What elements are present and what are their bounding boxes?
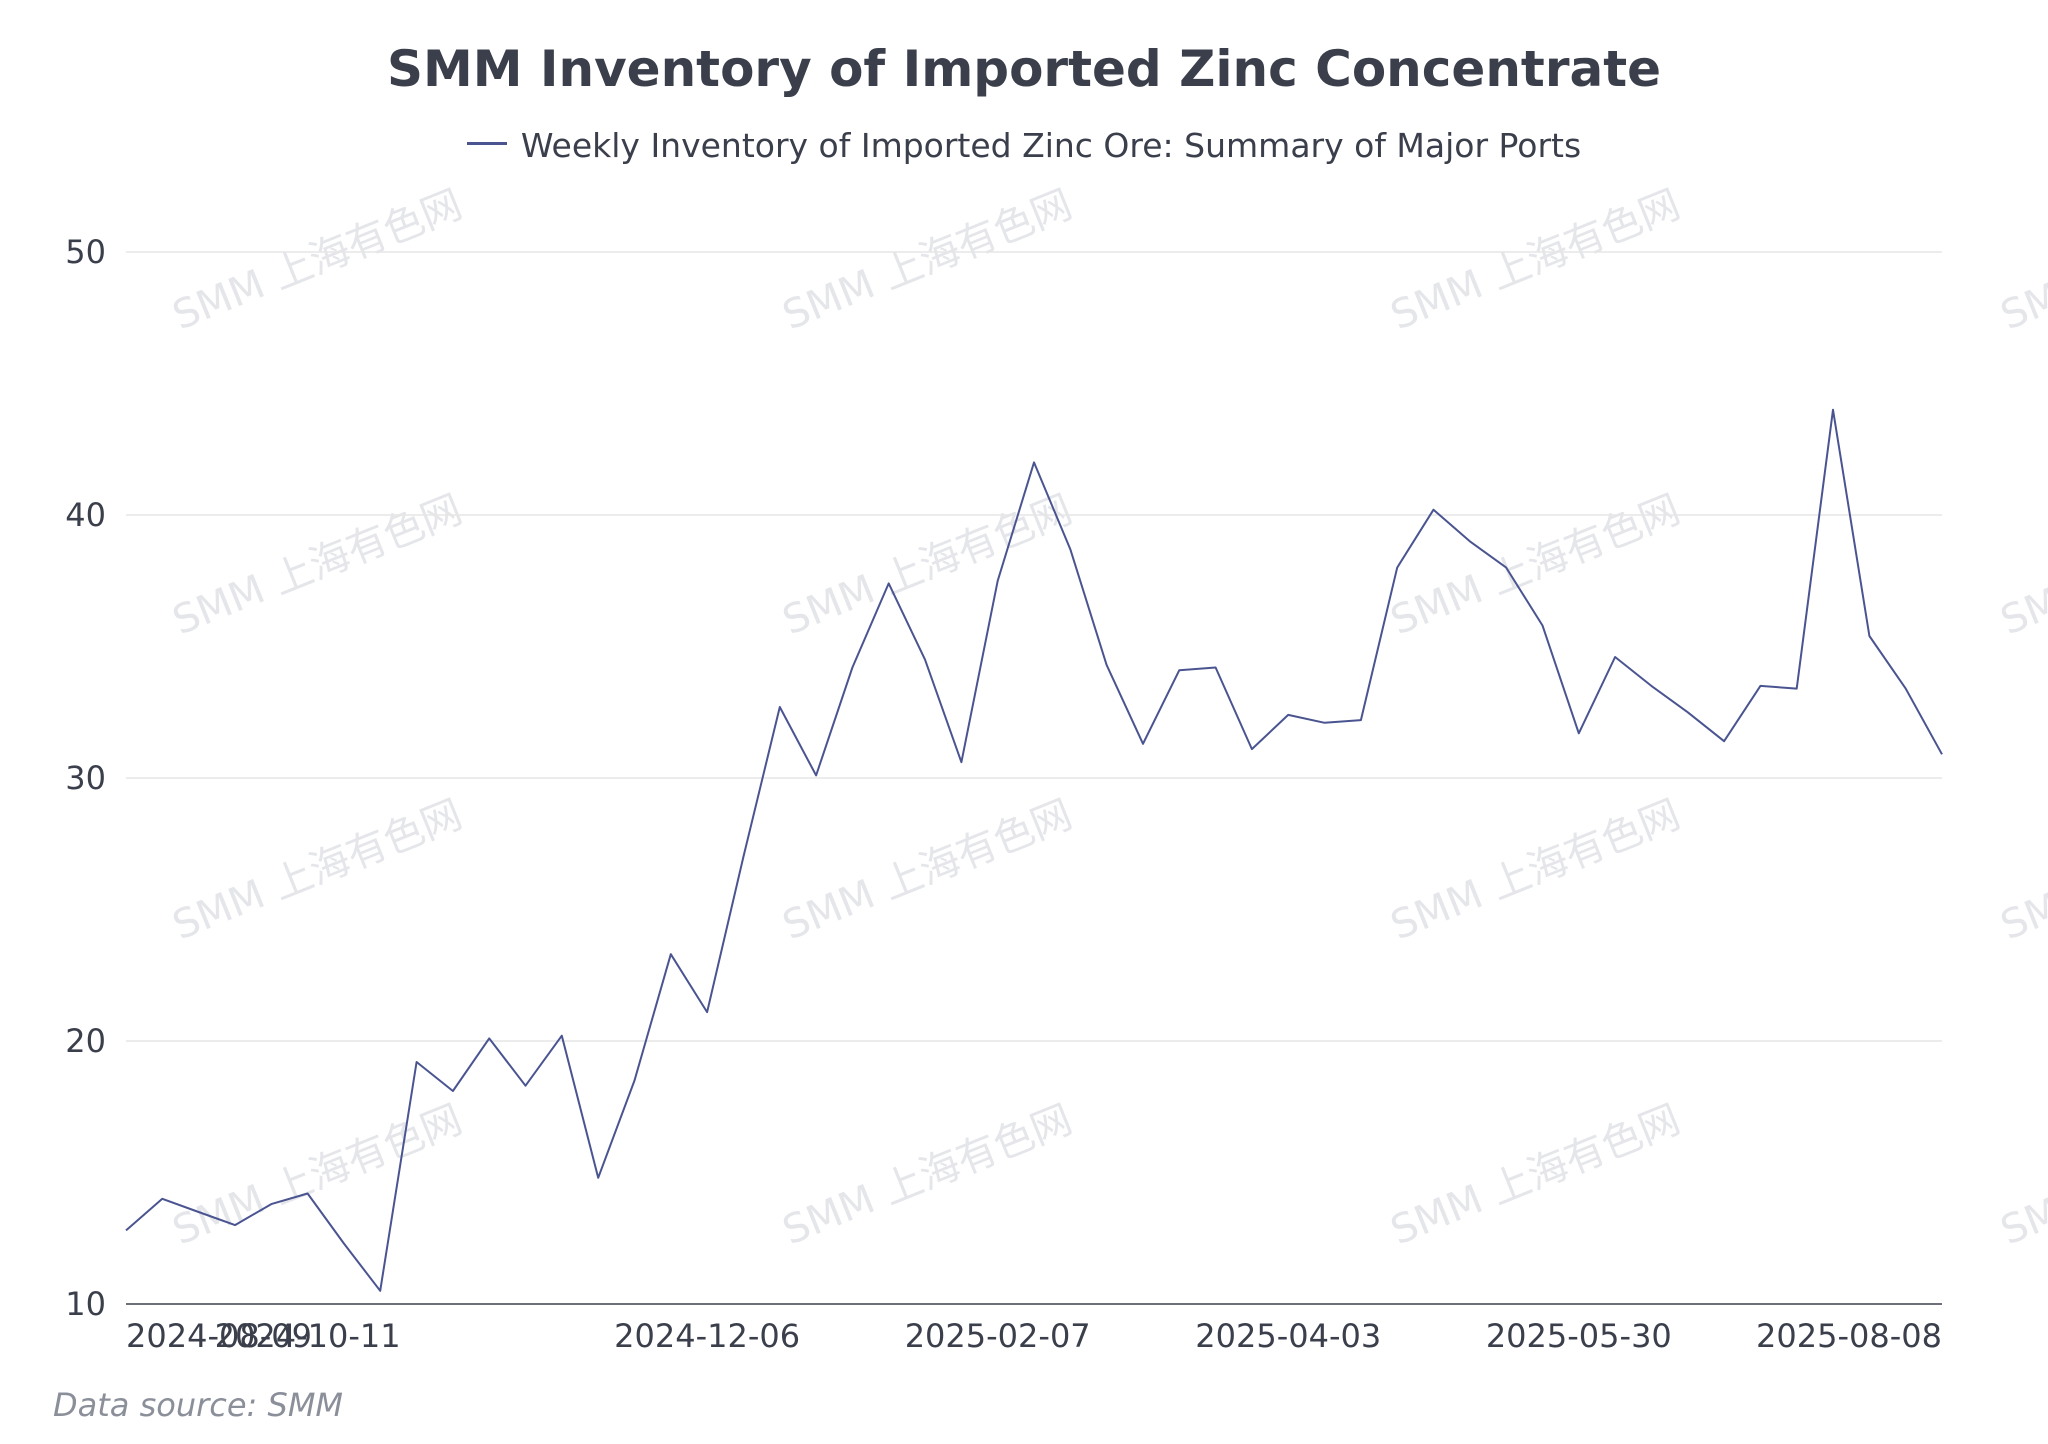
- data-point[interactable]: [738, 852, 748, 862]
- watermark-text: SMM 上海有色网: [167, 792, 469, 950]
- y-tick-label: 20: [65, 1022, 106, 1060]
- watermark-text: SMM 上海有色网: [1995, 487, 2048, 645]
- data-point[interactable]: [484, 1033, 494, 1043]
- data-point[interactable]: [775, 702, 785, 712]
- data-point[interactable]: [1719, 736, 1729, 746]
- data-point[interactable]: [194, 1207, 204, 1217]
- data-point[interactable]: [920, 655, 930, 665]
- watermark-text: SMM 上海有色网: [1995, 792, 2048, 950]
- data-point[interactable]: [412, 1057, 422, 1067]
- x-tick-label: 2024-12-06: [614, 1317, 800, 1355]
- x-tick-label: 2025-05-30: [1486, 1317, 1672, 1355]
- data-point[interactable]: [266, 1199, 276, 1209]
- y-tick-label: 10: [65, 1285, 106, 1323]
- watermark-text: SMM 上海有色网: [777, 792, 1079, 950]
- series-layer: [121, 405, 1947, 1296]
- watermark-text: SMM 上海有色网: [1995, 182, 2048, 340]
- data-point[interactable]: [1864, 631, 1874, 641]
- data-point[interactable]: [1465, 536, 1475, 546]
- data-point[interactable]: [557, 1031, 567, 1041]
- data-point[interactable]: [993, 576, 1003, 586]
- data-point[interactable]: [1356, 715, 1366, 725]
- data-point[interactable]: [884, 578, 894, 588]
- data-point[interactable]: [1574, 728, 1584, 738]
- y-tick-label: 40: [65, 496, 106, 534]
- data-point[interactable]: [1429, 505, 1439, 515]
- chart-title: SMM Inventory of Imported Zinc Concentra…: [386, 40, 1662, 98]
- data-point[interactable]: [666, 949, 676, 959]
- x-tick-label: 2025-02-07: [905, 1317, 1091, 1355]
- grid-lines: [126, 251, 1942, 1042]
- data-point[interactable]: [375, 1286, 385, 1296]
- data-point[interactable]: [1174, 665, 1184, 675]
- data-point[interactable]: [629, 1075, 639, 1085]
- x-tick-label: 2025-04-03: [1195, 1317, 1381, 1355]
- data-point[interactable]: [157, 1194, 167, 1204]
- data-point[interactable]: [811, 770, 821, 780]
- series-line[interactable]: [125, 408, 1943, 1292]
- watermark-text: SMM 上海有色网: [777, 1097, 1079, 1255]
- watermark-text: SMM 上海有色网: [167, 182, 469, 340]
- data-point[interactable]: [1211, 663, 1221, 673]
- data-point[interactable]: [1646, 681, 1656, 691]
- source-note: Data source: SMM: [53, 1386, 344, 1424]
- data-point[interactable]: [1537, 620, 1547, 630]
- watermark-text: SMM 上海有色网: [1385, 182, 1687, 340]
- legend[interactable]: Weekly Inventory of Imported Zinc Ore: S…: [0, 126, 2048, 165]
- data-point[interactable]: [593, 1173, 603, 1183]
- legend-swatch: [466, 142, 507, 145]
- data-point[interactable]: [1755, 681, 1765, 691]
- data-point[interactable]: [847, 663, 857, 673]
- watermark-text: SMM 上海有色网: [167, 487, 469, 645]
- y-tick-label: 30: [65, 759, 106, 797]
- data-point[interactable]: [448, 1086, 458, 1096]
- data-point[interactable]: [230, 1220, 240, 1230]
- watermark-text: SMM 上海有色网: [777, 182, 1079, 340]
- data-point[interactable]: [1138, 739, 1148, 749]
- data-point[interactable]: [1610, 652, 1620, 662]
- data-point[interactable]: [339, 1239, 349, 1249]
- y-tick-label: 50: [65, 233, 106, 271]
- data-point[interactable]: [1392, 563, 1402, 573]
- data-point[interactable]: [1247, 744, 1257, 754]
- x-tick-label: 2025-08-08: [1756, 1317, 1942, 1355]
- watermark-text: SMM 上海有色网: [777, 487, 1079, 645]
- data-point[interactable]: [121, 1225, 131, 1235]
- data-point[interactable]: [1102, 660, 1112, 670]
- watermark-text: SMM 上海有色网: [1995, 1097, 2048, 1255]
- data-point[interactable]: [1792, 684, 1802, 694]
- data-point[interactable]: [1029, 457, 1039, 467]
- data-point[interactable]: [303, 1189, 313, 1199]
- data-point[interactable]: [1937, 749, 1947, 759]
- data-point[interactable]: [1501, 563, 1511, 573]
- data-point[interactable]: [1901, 684, 1911, 694]
- data-point[interactable]: [521, 1081, 531, 1091]
- data-point[interactable]: [1065, 544, 1075, 554]
- data-point[interactable]: [1828, 405, 1838, 415]
- data-point[interactable]: [1683, 707, 1693, 717]
- watermark-text: SMM 上海有色网: [1385, 1097, 1687, 1255]
- legend-label: Weekly Inventory of Imported Zinc Ore: S…: [520, 126, 1582, 165]
- x-tick-label: 2024-08-09: [126, 1317, 312, 1355]
- data-point[interactable]: [1320, 718, 1330, 728]
- x-tick-label: 2024-10-11: [215, 1317, 401, 1355]
- watermark-text: SMM 上海有色网: [1385, 792, 1687, 950]
- watermark-text: SMM 上海有色网: [167, 1097, 469, 1255]
- y-axis-ticks: 10 20 30 40 50: [65, 233, 106, 1323]
- data-point[interactable]: [702, 1007, 712, 1017]
- data-point[interactable]: [1283, 710, 1293, 720]
- data-point[interactable]: [956, 757, 966, 767]
